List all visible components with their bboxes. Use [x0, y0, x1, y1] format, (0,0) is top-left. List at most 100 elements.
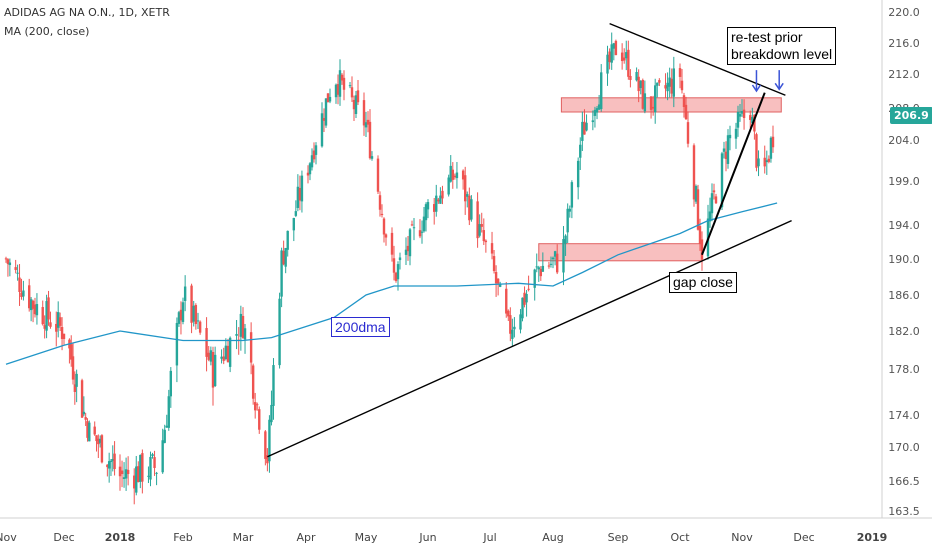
candle-body [521, 297, 524, 319]
candle-body [258, 409, 261, 430]
candle-body [694, 186, 698, 202]
candle-body [541, 265, 545, 272]
x-tick-label: 2018 [105, 531, 136, 544]
candle-body [336, 84, 340, 95]
candle-body [29, 299, 33, 311]
candle-body [728, 134, 732, 139]
candle-body [412, 227, 416, 229]
candle-body [684, 104, 688, 120]
candle-body [620, 52, 624, 62]
candle-body [43, 325, 46, 329]
candle-body [57, 312, 60, 328]
candle-body [18, 277, 21, 292]
candle-body [441, 190, 444, 199]
candle-body [370, 156, 374, 159]
candle-body [753, 114, 756, 132]
candle-body [306, 172, 310, 176]
dma-annotation: 200dma [331, 317, 390, 337]
candle-body [637, 76, 640, 92]
candle-body [537, 267, 540, 270]
indicator-label[interactable]: MA (200, close) [4, 25, 90, 38]
candle-body [437, 199, 440, 202]
candle-body [100, 435, 104, 463]
x-tick-label: Jul [482, 531, 496, 544]
candle-body [249, 332, 253, 363]
y-tick-label: 170.0 [888, 441, 920, 454]
y-tick-label: 163.5 [888, 505, 920, 518]
candle-body [169, 370, 173, 397]
candle-body [468, 195, 471, 221]
candle-body [722, 148, 726, 152]
candle-body [139, 454, 142, 482]
candle-body [84, 417, 87, 420]
candle-body [564, 235, 567, 244]
candle-body [492, 256, 496, 272]
candle-body [767, 158, 771, 162]
candle-body [207, 352, 210, 360]
ma200-line [5, 202, 778, 365]
candle-body [422, 216, 426, 232]
candle-body [410, 224, 414, 226]
candle-body [286, 230, 289, 250]
candle-body [480, 224, 483, 227]
gap-close-annotation: gap close [669, 272, 737, 293]
candle-body [482, 230, 485, 242]
candle-body [294, 211, 298, 216]
candle-body [120, 470, 124, 475]
candle-body [196, 320, 200, 322]
candle-body [597, 104, 601, 110]
candle-body [141, 453, 144, 482]
candle-body [111, 459, 114, 461]
candle-body [228, 337, 232, 367]
candle-body [147, 475, 150, 477]
candle-body [507, 310, 510, 317]
candle-body [55, 323, 58, 332]
candle-body [576, 160, 580, 188]
candle-body [49, 322, 52, 327]
candle-body [553, 251, 557, 257]
candle-body [80, 380, 84, 418]
candle-body [348, 85, 352, 87]
candle-body [726, 135, 730, 164]
y-tick-label: 194.0 [888, 219, 920, 232]
candle-body [408, 229, 412, 257]
candle-body [354, 95, 358, 115]
candle-body [135, 466, 138, 493]
y-tick-label: 182.0 [888, 325, 920, 338]
candle-body [126, 469, 130, 475]
candle-body [300, 175, 304, 202]
candle-body [28, 285, 31, 309]
candle-body [757, 158, 760, 167]
candle-body [449, 165, 452, 182]
candle-body [88, 422, 91, 442]
candle-body [742, 109, 746, 118]
candle-body [749, 115, 752, 120]
candle-body [106, 464, 109, 468]
candle-body [352, 99, 356, 110]
candle-body [765, 160, 768, 163]
candle-body [751, 116, 754, 124]
trendline-1 [267, 219, 792, 458]
candle-body [205, 328, 208, 357]
candle-body [763, 157, 766, 167]
candle-body [664, 85, 667, 89]
x-tick-label: Feb [173, 531, 192, 544]
candle-body [8, 262, 12, 266]
resistance-zone-1 [560, 97, 782, 113]
y-tick-label: 216.0 [888, 37, 920, 50]
x-tick-label: Jun [418, 531, 436, 544]
candle-body [608, 51, 611, 63]
candle-body [124, 469, 128, 479]
candle-body [340, 74, 344, 81]
candle-body [595, 108, 599, 113]
candle-body [198, 321, 202, 333]
candle-body [264, 431, 267, 459]
candle-body [62, 333, 66, 339]
symbol-title[interactable]: ADIDAS AG NA O.N., 1D, XETR [4, 6, 170, 19]
candle-body [714, 196, 718, 204]
candle-body [378, 195, 382, 210]
candle-body [350, 87, 354, 98]
candle-body [324, 98, 328, 126]
x-tick-label: 2019 [857, 531, 888, 544]
